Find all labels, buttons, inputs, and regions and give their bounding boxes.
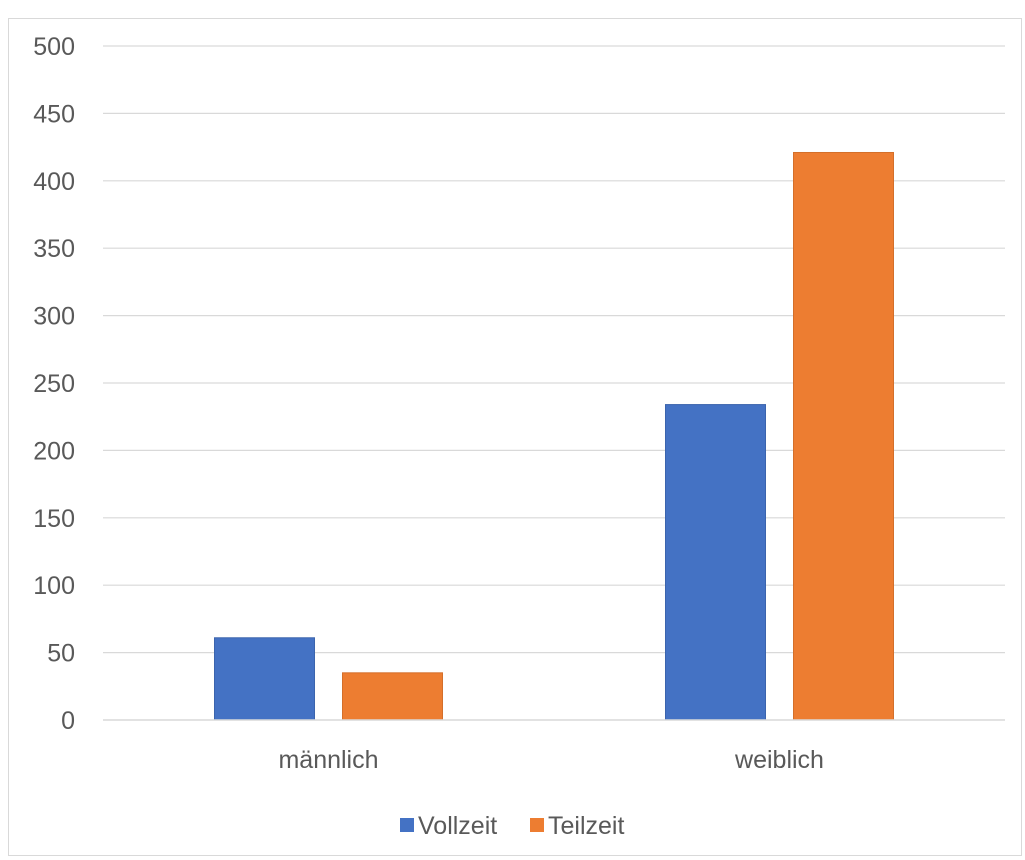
bar-vollzeit-0	[214, 637, 315, 721]
y-tick-label: 250	[33, 370, 75, 398]
y-tick-label: 150	[33, 505, 75, 533]
y-axis-ticks: 0 50 100 150 200 250 300 350 400 450 500	[33, 33, 75, 735]
y-tick-label: 0	[61, 707, 75, 735]
chart-frame: 0 50 100 150 200 250 300 350 400 450 500 männlich w…	[8, 18, 1022, 856]
bar-vollzeit-1	[665, 404, 766, 721]
legend: Vollzeit Teilzeit	[400, 812, 624, 840]
x-axis-labels: männlich weiblich	[278, 746, 824, 774]
legend-swatch-teilzeit	[530, 818, 544, 832]
legend-label: Vollzeit	[418, 812, 497, 840]
gridlines	[103, 45, 1005, 654]
bar-teilzeit-1	[793, 151, 894, 721]
y-tick-label: 400	[33, 168, 75, 196]
bars	[214, 151, 894, 721]
y-tick-label: 450	[33, 100, 75, 128]
bar-teilzeit-0	[342, 672, 443, 721]
x-category-label: männlich	[278, 746, 378, 774]
y-tick-label: 200	[33, 437, 75, 465]
y-tick-label: 50	[47, 640, 75, 668]
legend-swatch-vollzeit	[400, 818, 414, 832]
y-tick-label: 350	[33, 235, 75, 263]
legend-label: Teilzeit	[548, 812, 624, 840]
x-category-label: weiblich	[734, 746, 824, 774]
y-tick-label: 100	[33, 572, 75, 600]
bar-chart: 0 50 100 150 200 250 300 350 400 450 500 männlich w…	[33, 33, 1005, 840]
y-tick-label: 500	[33, 33, 75, 61]
y-tick-label: 300	[33, 303, 75, 331]
